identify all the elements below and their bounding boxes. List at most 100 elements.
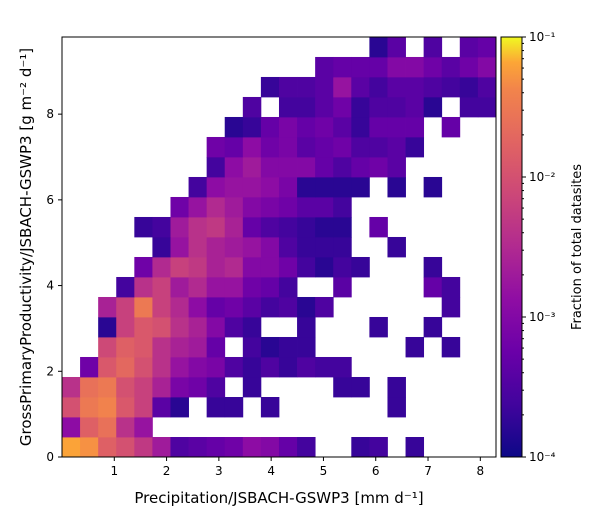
colorbar-tick-label: 10⁻³ — [529, 310, 556, 324]
heatmap-cell — [242, 376, 262, 398]
colorbar-tick-label: 10⁻² — [529, 170, 556, 184]
heatmap-cell — [224, 236, 244, 258]
heatmap-cell — [278, 276, 298, 298]
heatmap-cell — [170, 397, 189, 418]
heatmap-cell — [116, 397, 135, 418]
heatmap-cell — [224, 216, 244, 238]
heatmap-cell — [333, 136, 352, 158]
heatmap-cell — [242, 136, 262, 158]
colorbar-label: Fraction of total datasites — [570, 164, 585, 330]
heatmap-cell — [62, 376, 81, 398]
heatmap-cell — [297, 136, 316, 158]
heatmap-cell — [242, 116, 262, 138]
heatmap-cell — [459, 36, 479, 58]
heatmap-cell — [351, 96, 370, 118]
heatmap-cell — [152, 356, 171, 378]
x-tick-label: 6 — [372, 464, 380, 478]
heatmap-cell — [369, 156, 388, 178]
heatmap-cell — [152, 437, 171, 458]
heatmap-cell — [278, 176, 298, 198]
heatmap-cell — [116, 417, 135, 438]
heatmap-cell — [206, 437, 226, 458]
heatmap-cell — [242, 276, 262, 298]
heatmap-cell — [315, 156, 334, 178]
heatmap-cell — [369, 96, 388, 118]
heatmap-cell — [405, 116, 425, 138]
heatmap-cell — [369, 56, 388, 78]
heatmap-cell — [188, 256, 208, 278]
heatmap-cell — [80, 376, 99, 398]
heatmap-cell — [206, 397, 226, 418]
heatmap-cell — [315, 176, 334, 198]
heatmap-cell — [351, 136, 370, 158]
colorbar — [500, 36, 523, 458]
heatmap-cell — [116, 296, 135, 318]
heatmap-cell — [278, 156, 298, 178]
heatmap-cell — [224, 356, 244, 378]
heatmap-cell — [188, 216, 208, 238]
heatmap-cell — [260, 437, 280, 458]
heatmap-cell — [405, 437, 425, 458]
heatmap-cell — [315, 216, 334, 238]
heatmap-cell — [315, 256, 334, 278]
heatmap-cell — [260, 296, 280, 318]
heatmap-cell — [188, 236, 208, 258]
heatmap-cell — [224, 256, 244, 278]
heatmap-cell — [423, 76, 443, 98]
heatmap-cell — [387, 136, 406, 158]
heatmap-cell — [62, 417, 81, 438]
colorbar-tick-label: 10⁻¹ — [529, 30, 556, 44]
y-axis-label: GrossPrimaryProductivity/JSBACH-GSWP3 [g… — [17, 48, 35, 446]
heatmap-cell — [333, 356, 352, 378]
heatmap-cell — [224, 136, 244, 158]
heatmap-cell — [477, 56, 497, 78]
heatmap-cell — [242, 176, 262, 198]
heatmap-cell — [152, 216, 171, 238]
heatmap-cell — [369, 316, 388, 338]
heatmap-cell — [242, 296, 262, 318]
heatmap-cell — [98, 316, 117, 338]
heatmap-cell — [206, 316, 226, 338]
heatmap-cell — [260, 116, 280, 138]
heatmap-cell — [441, 276, 461, 298]
x-tick-label: 8 — [476, 464, 484, 478]
heatmap-cell — [260, 136, 280, 158]
heatmap-cell — [188, 296, 208, 318]
heatmap-cell — [297, 316, 316, 338]
heatmap-cell — [224, 116, 244, 138]
heatmap-cell — [441, 296, 461, 318]
heatmap-cell — [98, 397, 117, 418]
heatmap-cell — [387, 156, 406, 178]
heatmap-cell — [224, 156, 244, 178]
heatmap-cell — [170, 196, 189, 218]
heatmap-cell — [62, 397, 81, 418]
heatmap-cell — [224, 397, 244, 418]
heatmap-cell — [333, 56, 352, 78]
heatmap-cell — [351, 156, 370, 178]
heatmap-cell — [116, 276, 135, 298]
heatmap-cell — [387, 176, 406, 198]
heatmap-cell — [405, 76, 425, 98]
heatmap-cell — [423, 176, 443, 198]
heatmap-cell — [152, 376, 171, 398]
heatmap-cell — [369, 437, 388, 458]
heatmap-cell — [152, 276, 171, 298]
heatmap-cell — [98, 296, 117, 318]
heatmap-cell — [278, 76, 298, 98]
heatmap-cell — [333, 216, 352, 238]
heatmap-cell — [351, 56, 370, 78]
heatmap-cell — [242, 356, 262, 378]
heatmap-cell — [116, 437, 135, 458]
heatmap-cell — [333, 276, 352, 298]
heatmap-cell — [315, 356, 334, 378]
heatmap-cell — [423, 276, 443, 298]
heatmap-cell — [387, 36, 406, 58]
heatmap-cell — [278, 196, 298, 218]
heatmap-cell — [333, 96, 352, 118]
heatmap-cell — [297, 437, 316, 458]
heatmap-cell — [315, 56, 334, 78]
heatmap-cell — [297, 336, 316, 358]
heatmap-cell — [134, 276, 153, 298]
heatmap-cell — [278, 136, 298, 158]
heatmap-cell — [315, 296, 334, 318]
